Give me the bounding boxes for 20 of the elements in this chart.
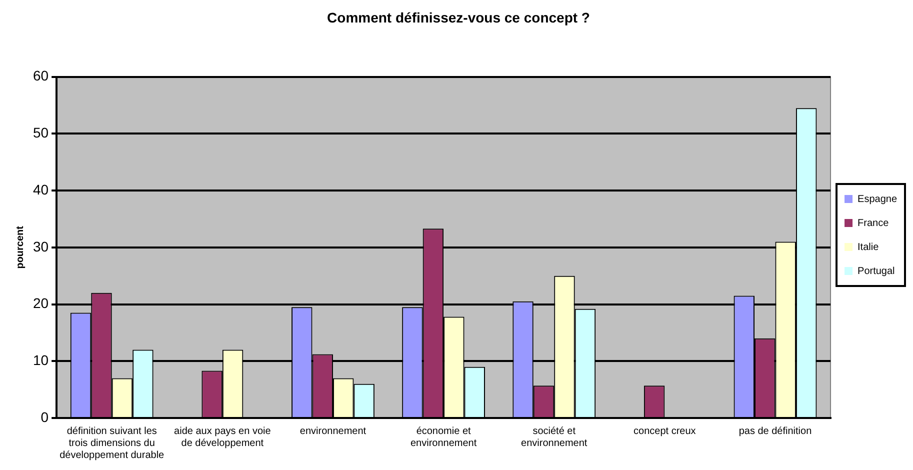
y-tick-label: 30 bbox=[32, 238, 49, 254]
legend-label: Portugal bbox=[858, 266, 895, 277]
chart-title: Comment définissez-vous ce concept ? bbox=[327, 9, 590, 26]
y-axis-title: pourcent bbox=[14, 225, 26, 269]
x-tick-label: société et environnement bbox=[521, 426, 588, 449]
y-tick-label: 50 bbox=[32, 124, 49, 141]
y-tick-label: 40 bbox=[32, 181, 49, 198]
y-tick-label: 0 bbox=[40, 408, 49, 425]
y-tick-label: 20 bbox=[32, 295, 49, 312]
y-tick-label: 10 bbox=[32, 352, 49, 368]
x-tick-label: économie et environnement bbox=[410, 426, 477, 449]
y-tick-label: 60 bbox=[32, 68, 49, 84]
x-tick-label: aide aux pays en voie de développement bbox=[174, 426, 272, 449]
legend-label: Italie bbox=[858, 242, 880, 253]
legend-label: France bbox=[858, 218, 890, 229]
x-tick-label: définition suivant les trois dimensions du développement durable bbox=[60, 426, 165, 461]
legend-label: Espagne bbox=[858, 194, 898, 205]
x-tick-label: concept creux bbox=[634, 426, 696, 437]
x-tick-label: pas de définition bbox=[738, 426, 812, 437]
x-tick-label: environnement bbox=[300, 426, 366, 437]
